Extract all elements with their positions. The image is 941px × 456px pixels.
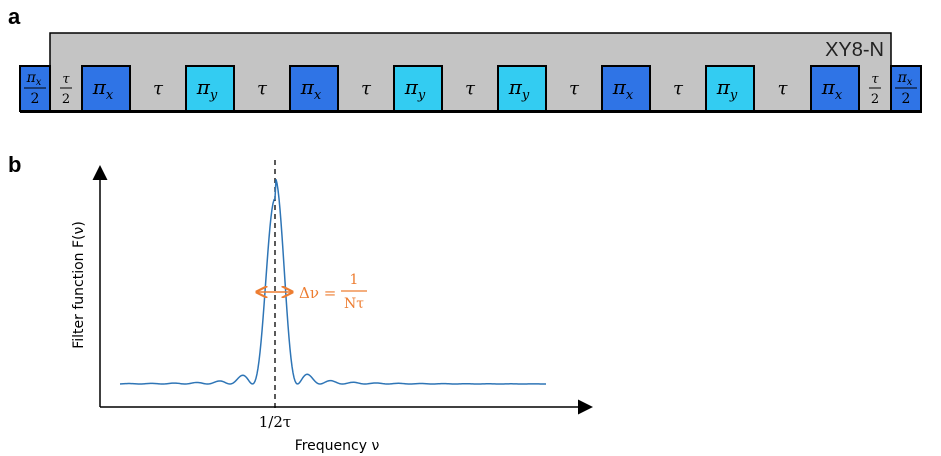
pi-pulse-8: πx [810,65,860,112]
sequence-name: XY8-N [825,39,884,61]
panel-label-b: b [8,152,22,177]
pi-half-pulse-end-denominator: 2 [902,91,911,107]
panel-label-a: a [8,4,21,29]
tau-gap-1: τ [153,78,164,99]
tau-gap-7: τ [778,78,789,99]
pi-pulse-6-box [601,65,651,112]
pi-half-pulse-end: πx2 [890,65,922,112]
pi-half-pulse-start: πx2 [19,65,51,112]
linewidth-numerator: 1 [350,272,359,288]
half-tau-end-denominator: 2 [871,92,879,107]
pi-pulse-7: πy [705,65,755,112]
pi-pulse-4-box [393,65,443,112]
half-tau-start-denominator: 2 [62,92,70,107]
tau-gap-3: τ [361,78,372,99]
pi-pulse-8-box [810,65,860,112]
half-tau-start-numerator: τ [62,72,70,87]
y-axis-label: Filter function F(ν) [71,221,87,349]
pi-half-pulse-start-denominator: 2 [31,91,40,107]
pi-pulse-6: πx [601,65,651,112]
pi-pulse-5: πy [497,65,547,112]
xy8-block [49,32,892,112]
peak-tick-label: 1/2τ [259,413,291,431]
tau-gap-4: τ [465,78,476,99]
pi-pulse-3: πx [289,65,339,112]
filter-curve [119,179,546,385]
pi-pulse-3-box [289,65,339,112]
linewidth-lhs: Δν = [299,284,336,302]
pi-pulse-1: πx [81,65,131,112]
x-axis-label: Frequency ν [295,438,380,454]
linewidth-denominator: Nτ [344,296,364,312]
tau-gap-2: τ [257,78,268,99]
half-tau-end: τ2 [869,72,881,107]
pi-pulse-2: πy [185,65,235,112]
pi-pulse-5-box [497,65,547,112]
pi-pulse-7-box [705,65,755,112]
tau-gap-5: τ [569,78,580,99]
pi-pulse-4: πy [393,65,443,112]
filter-function-plot: Δν = 1 Nτ 1/2τ Frequency ν Filter functi… [71,160,593,454]
tau-gap-6: τ [673,78,684,99]
half-tau-end-numerator: τ [871,72,879,87]
half-tau-start: τ2 [60,72,72,107]
